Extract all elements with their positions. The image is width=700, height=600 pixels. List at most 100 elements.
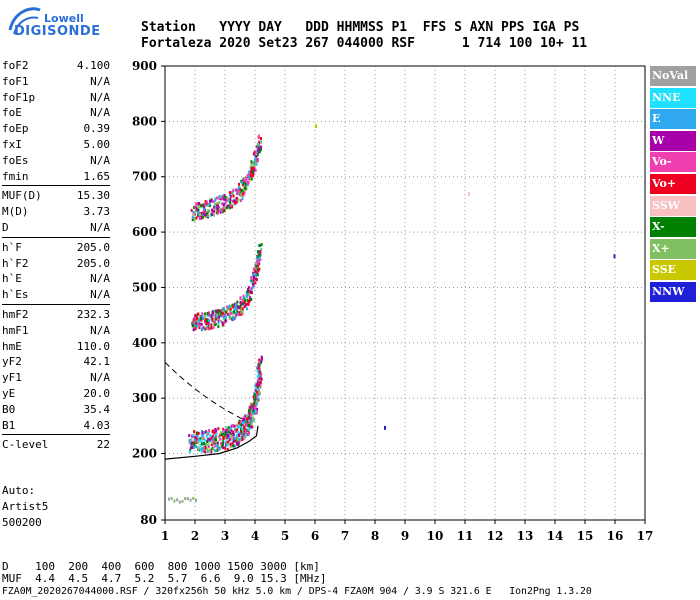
- legend-item: X-: [650, 217, 696, 238]
- echo-point: [207, 313, 210, 317]
- echo-point: [229, 307, 232, 311]
- echo-point: [258, 362, 261, 366]
- echo-point: [249, 405, 252, 409]
- echo-point: [237, 305, 240, 309]
- param-value: 205.0: [76, 240, 110, 254]
- echo-point: [191, 218, 194, 222]
- echo-point: [202, 449, 205, 453]
- echo-point: [255, 386, 258, 390]
- x-tick-label: 2: [191, 529, 199, 543]
- echo-point: [237, 313, 240, 317]
- echo-point: [217, 309, 220, 313]
- echo-point: [260, 355, 263, 359]
- echo-point: [205, 200, 208, 204]
- x-tick-label: 14: [547, 529, 564, 543]
- echo-point: [188, 438, 191, 442]
- echo-point: [195, 440, 198, 444]
- echo-point: [201, 314, 204, 318]
- echo-point: [257, 269, 260, 273]
- auto-label: Auto:: [2, 484, 36, 497]
- echo-point: [258, 376, 261, 380]
- echo-point: [211, 212, 214, 216]
- echo-point: [248, 293, 251, 297]
- echo-point: [221, 202, 224, 206]
- param-name: foE: [2, 106, 22, 120]
- echo-point: [224, 442, 227, 446]
- echo-point: [241, 183, 244, 187]
- param-name: M(D): [2, 205, 29, 219]
- echo-point: [242, 418, 245, 422]
- echo-point: [256, 407, 259, 411]
- echo-point: [194, 205, 197, 209]
- echo-point: [192, 210, 195, 214]
- echo-point: [194, 319, 197, 323]
- echo-point: [200, 322, 203, 326]
- echo-point: [241, 432, 244, 436]
- echo-point: [205, 325, 208, 329]
- echo-point: [226, 305, 229, 309]
- param-row: D N/A: [2, 220, 110, 236]
- autoscaler-version: 500200: [2, 516, 42, 529]
- echo-point: [228, 313, 231, 317]
- echo-point: [238, 312, 241, 316]
- echo-point: [240, 420, 243, 424]
- echo-point: [197, 447, 200, 451]
- echo-point: [258, 261, 261, 265]
- echo-point: [212, 310, 215, 314]
- echo-point: [219, 437, 222, 441]
- echo-point: [255, 154, 258, 158]
- echo-point: [193, 316, 196, 320]
- param-name: h`F2: [2, 256, 29, 270]
- echo-point: [202, 326, 205, 330]
- echo-point: [205, 443, 208, 447]
- direction-legend: NoVal NNE E W Vo- Vo+ SSW X- X+ SSE NNW: [650, 66, 696, 304]
- echo-point: [258, 374, 261, 378]
- echo-point: [219, 210, 222, 214]
- echo-point: [256, 395, 259, 399]
- echo-point: [202, 207, 205, 211]
- echo-point: [254, 404, 257, 408]
- echo-point: [248, 298, 251, 302]
- muf-row: MUF 4.4 4.5 4.7 5.2 5.7 6.6 9.0 15.3 [MH…: [2, 572, 327, 585]
- echo-point: [254, 270, 257, 274]
- echo-point: [216, 315, 219, 319]
- echo-point: [234, 201, 237, 205]
- echo-point: [201, 204, 204, 208]
- echo-point: [214, 438, 217, 442]
- echo-point: [250, 170, 253, 174]
- echo-point: [239, 297, 242, 301]
- echo-point: [245, 307, 248, 311]
- echo-point: [253, 403, 256, 407]
- echo-point: [212, 436, 215, 440]
- autoscaler-name: Artist5: [2, 500, 49, 513]
- echo-point: [230, 434, 233, 438]
- echo-point: [250, 276, 253, 280]
- echo-point: [215, 317, 218, 321]
- echo-point: [244, 176, 247, 180]
- echo-point: [232, 194, 235, 198]
- header-labels: Station YYYY DAY DDD HHMMSS P1 FFS S AXN…: [141, 20, 580, 35]
- echo-point: [258, 267, 261, 271]
- echo-point: [225, 319, 228, 323]
- echo-point: [212, 447, 215, 451]
- param-row: foEs N/A: [2, 153, 110, 169]
- echo-point: [192, 328, 195, 332]
- echo-point: [222, 437, 225, 441]
- echo-point: [208, 437, 211, 441]
- echo-point: [197, 431, 200, 435]
- echo-point: [248, 419, 251, 423]
- echo-point: [243, 187, 246, 191]
- echo-point: [241, 309, 244, 313]
- echo-point: [208, 313, 211, 317]
- echo-point: [245, 290, 248, 294]
- echo-point: [257, 394, 260, 398]
- echo-point: [257, 148, 260, 152]
- echo-point: [201, 442, 204, 446]
- param-row: C-level 22: [2, 437, 110, 453]
- echo-point: [220, 441, 223, 445]
- es-echo-point: [173, 499, 176, 503]
- echo-point: [238, 437, 241, 441]
- echo-point: [210, 450, 213, 454]
- echo-point: [243, 436, 246, 440]
- legend-item: NNW: [650, 281, 696, 302]
